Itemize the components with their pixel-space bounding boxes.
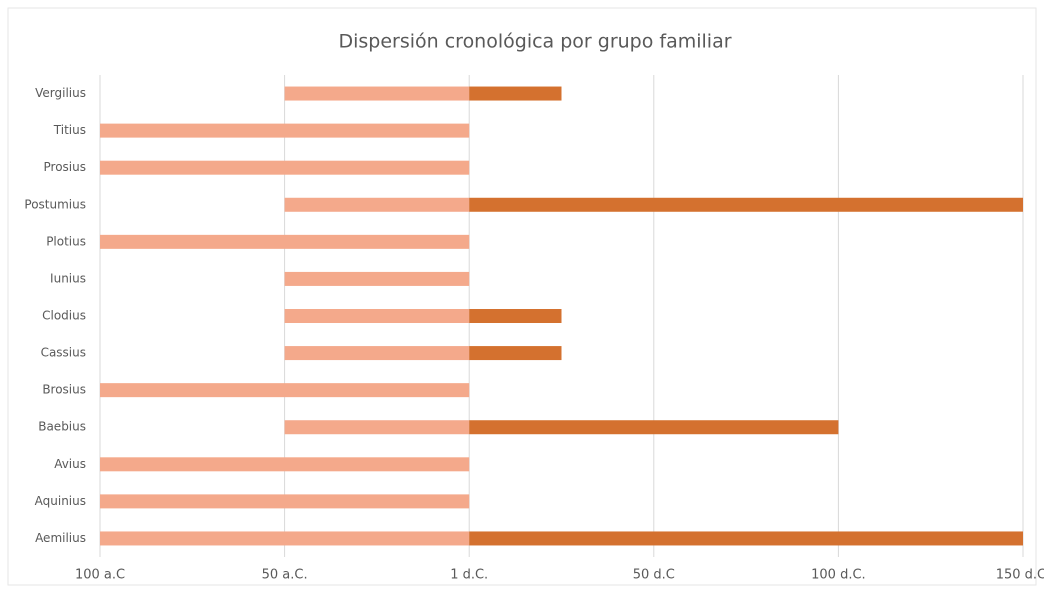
x-tick-label: 150 d.C.	[996, 568, 1044, 583]
bar	[100, 383, 470, 398]
y-tick-label: Brosius	[42, 383, 86, 397]
bar	[469, 197, 1023, 212]
y-tick-label: Aemilius	[35, 531, 86, 545]
bar	[284, 346, 470, 361]
y-tick-label: Baebius	[38, 420, 86, 434]
y-tick-label: Vergilius	[35, 86, 86, 100]
bar	[100, 160, 470, 175]
bar	[469, 309, 562, 323]
y-tick-label: Titius	[53, 123, 86, 137]
y-tick-label: Aquinius	[35, 494, 86, 508]
bar	[284, 86, 470, 101]
x-tick-label: 1 d.C.	[450, 568, 488, 583]
bar	[100, 234, 470, 249]
y-tick-label: Plotius	[46, 234, 86, 248]
bar	[100, 123, 470, 138]
bar	[284, 420, 470, 435]
y-tick-label: Avius	[54, 457, 86, 471]
y-tick-label: Postumius	[24, 197, 86, 211]
bar	[469, 346, 562, 361]
y-tick-label: Prosius	[44, 160, 86, 174]
y-tick-label: Clodius	[42, 309, 86, 323]
chart-frame	[7, 7, 1037, 586]
x-tick-label: 100 d.C.	[811, 568, 866, 583]
y-tick-label: Cassius	[41, 346, 86, 360]
chart-title: Dispersión cronológica por grupo familia…	[338, 31, 731, 53]
bar	[284, 197, 470, 212]
y-tick-label: Iunius	[50, 271, 86, 285]
bar	[469, 86, 562, 101]
bar	[100, 531, 470, 546]
bar	[469, 420, 839, 435]
bar	[100, 494, 470, 509]
bar	[469, 531, 1023, 546]
bar	[100, 457, 470, 472]
bar	[284, 309, 470, 323]
x-tick-label: 50 a.C.	[262, 568, 308, 583]
x-tick-label: 100 a.C	[75, 568, 125, 583]
x-tick-label: 50 d.C	[633, 568, 675, 583]
bar	[284, 271, 470, 286]
